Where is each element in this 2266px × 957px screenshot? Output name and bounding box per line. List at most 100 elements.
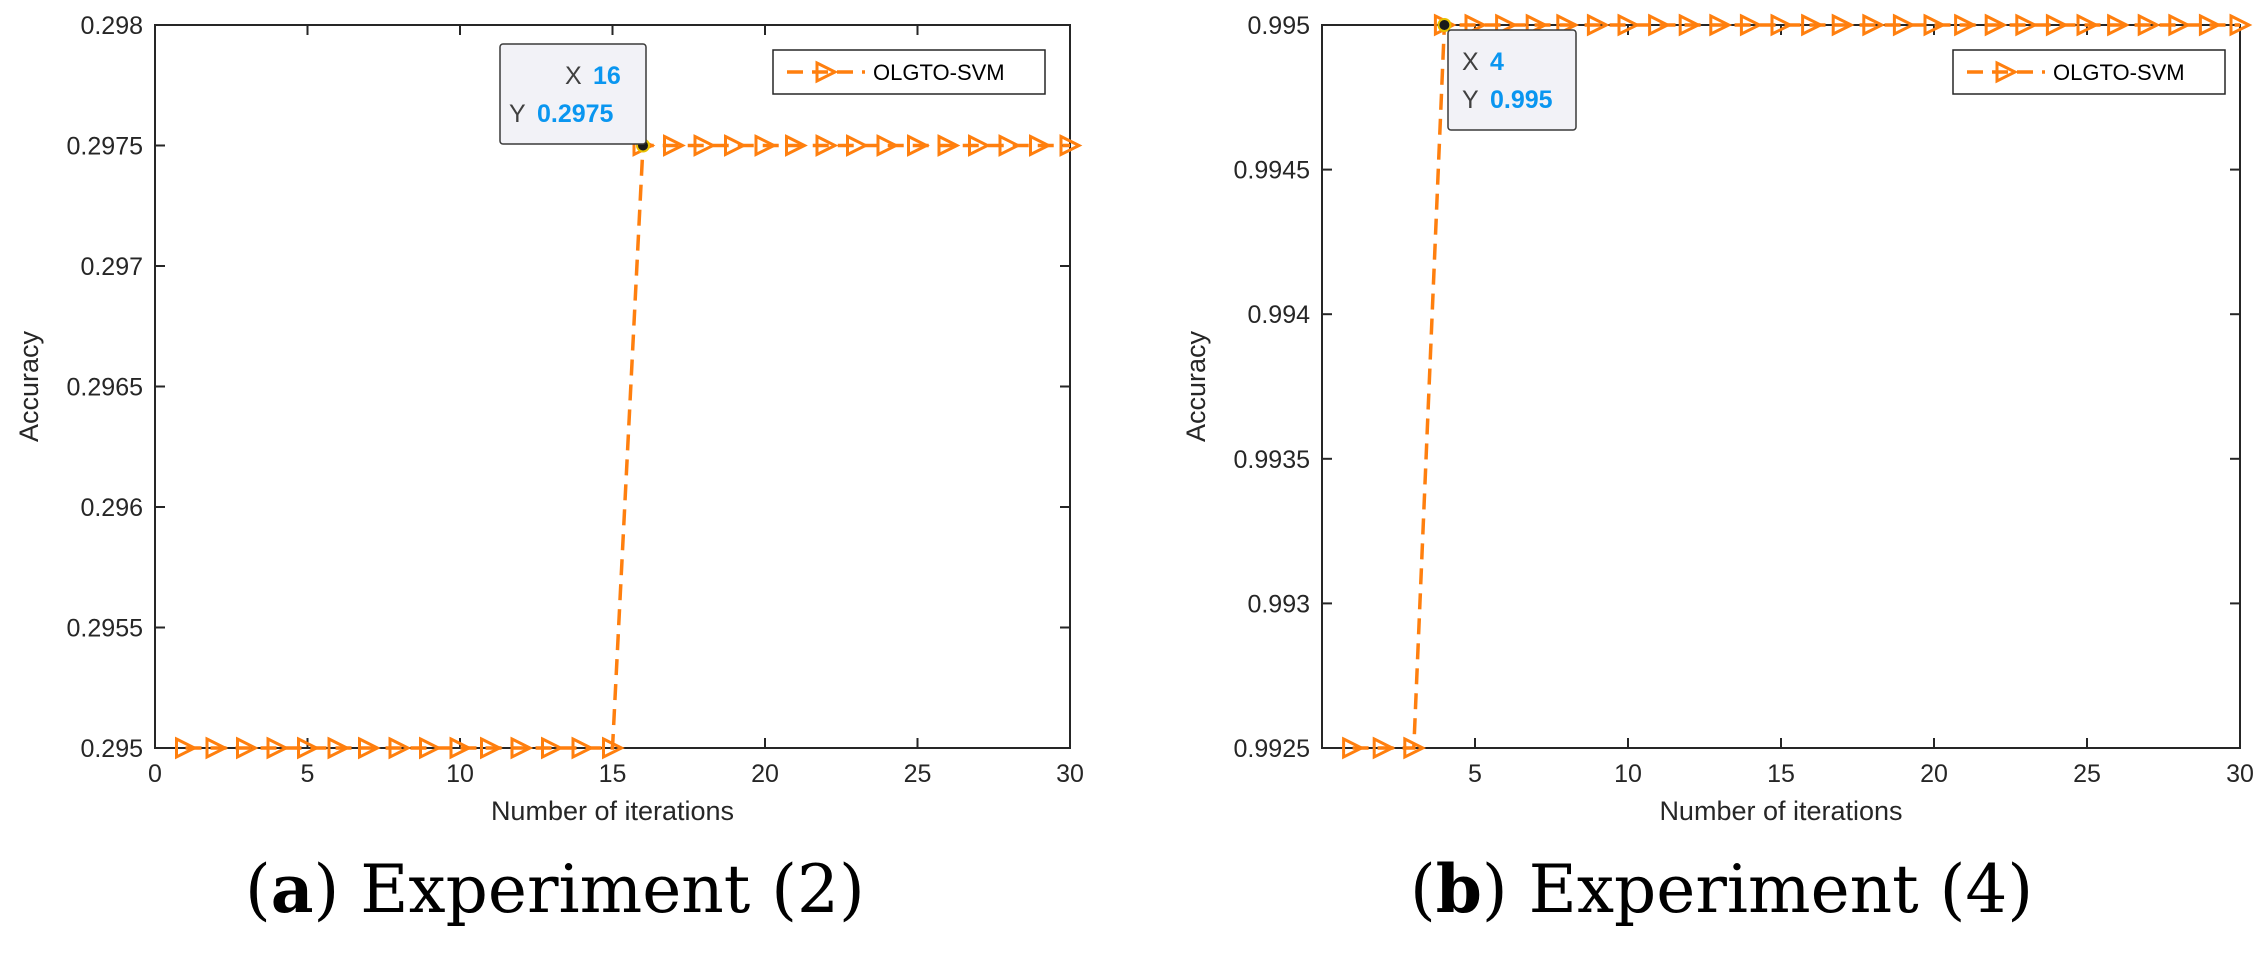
legend-marker xyxy=(1995,60,2019,84)
chart-panel-a: 0 5 10 15 20 25 30 0.295 0.2955 0.296 0.2965 0.297 0… xyxy=(14,12,1084,928)
datatip-box xyxy=(1447,29,1577,131)
datatip-box xyxy=(499,43,647,145)
y-tick-label: 0.995 xyxy=(1247,12,1310,40)
x-axis-label: Number of iterations xyxy=(491,796,734,826)
series-line xyxy=(1352,23,2240,750)
data-point-marker xyxy=(1892,13,1916,37)
data-point-marker xyxy=(1648,13,1671,37)
data-point-marker xyxy=(1403,736,1427,760)
data-point-marker xyxy=(1739,13,1763,37)
x-tick-label: 30 xyxy=(1056,760,1084,788)
data-point-marker xyxy=(2015,13,2039,37)
data-point-marker xyxy=(693,134,717,157)
data-point-marker xyxy=(205,736,229,760)
data-point-marker xyxy=(510,736,534,760)
data-point-marker xyxy=(602,736,625,760)
data-point-marker xyxy=(1801,13,1824,37)
data-point-marker xyxy=(1862,13,1886,37)
data-point-marker xyxy=(1029,134,1052,157)
chart-panel-b: 5 10 15 20 25 30 0.9925 0.993 0.9935 0.994 0.9945 0… xyxy=(1181,12,2254,928)
caption-paren-open: ( xyxy=(245,851,271,928)
caption-letter: b xyxy=(1436,850,1482,928)
data-point-marker xyxy=(937,134,961,157)
legend-label: OLGTO-SVM xyxy=(2053,60,2185,85)
x-tick-label: 10 xyxy=(446,760,474,788)
data-point-marker xyxy=(1372,736,1396,760)
y-tick-label: 0.295 xyxy=(80,735,143,763)
datatip-y-value: 0.2975 xyxy=(537,100,614,128)
data-point-marker xyxy=(815,134,839,157)
data-point-marker xyxy=(1059,134,1083,157)
data-point-marker xyxy=(2229,13,2253,37)
data-point-marker xyxy=(754,134,778,157)
caption-text: ) Experiment (2) xyxy=(314,851,865,928)
y-tick-label: 0.296 xyxy=(80,494,143,522)
legend: OLGTO-SVM xyxy=(772,49,1046,95)
x-axis-label: Number of iterations xyxy=(1659,796,1902,826)
y-tick-label: 0.298 xyxy=(80,12,143,40)
x-tick-label: 5 xyxy=(301,760,315,788)
data-point-marker xyxy=(419,736,442,760)
data-point-marker xyxy=(236,736,259,760)
x-tick-label: 20 xyxy=(1920,760,1948,788)
data-point-marker xyxy=(2107,13,2130,37)
plot-area xyxy=(1321,24,2241,749)
y-axis-label: Accuracy xyxy=(1181,330,1211,442)
x-tick-label: 0 xyxy=(148,760,162,788)
datatip[interactable]: X 4Y 0.995 xyxy=(1447,29,1577,131)
data-point-marker xyxy=(2168,13,2192,37)
x-tick-label: 15 xyxy=(599,760,627,788)
series-line xyxy=(185,143,1070,750)
datatip-y-value: 0.995 xyxy=(1490,86,1553,114)
data-point-marker xyxy=(968,134,991,157)
data-point-marker xyxy=(1678,13,1702,37)
caption-letter: a xyxy=(271,850,314,928)
data-point-marker xyxy=(175,736,198,760)
data-point-marker xyxy=(1954,13,1977,37)
datatip-y-key: Y xyxy=(509,100,526,128)
datatip-anchor[interactable] xyxy=(1437,18,1452,32)
data-point-marker xyxy=(1342,736,1365,760)
y-tick-label: 0.2975 xyxy=(67,133,143,161)
datatip-y-key: Y xyxy=(1462,86,1479,114)
data-point-marker xyxy=(1923,13,1947,37)
data-point-marker xyxy=(846,134,869,157)
data-point-marker xyxy=(449,736,473,760)
data-point-marker xyxy=(388,736,412,760)
legend-marker xyxy=(815,60,839,84)
y-tick-label: 0.994 xyxy=(1247,301,1310,329)
data-point-marker xyxy=(998,134,1022,157)
panel-caption: (a) Experiment (2) xyxy=(245,850,865,928)
y-tick-label: 0.9945 xyxy=(1234,157,1310,185)
y-tick-label: 0.9925 xyxy=(1234,735,1310,763)
data-point-marker xyxy=(1984,13,2008,37)
data-point-marker xyxy=(541,736,564,760)
data-point-marker xyxy=(480,736,503,760)
data-point-marker xyxy=(1709,13,1733,37)
data-point-marker xyxy=(2045,13,2069,37)
data-point-marker xyxy=(358,736,381,760)
datatip-x-value: 4 xyxy=(1490,48,1504,76)
legend: OLGTO-SVM xyxy=(1952,49,2226,95)
x-tick-label: 20 xyxy=(751,760,779,788)
data-point-marker xyxy=(571,736,595,760)
panel-caption: (b) Experiment (4) xyxy=(1410,850,2033,928)
y-tick-label: 0.993 xyxy=(1247,590,1310,618)
data-point-marker xyxy=(297,736,320,760)
data-point-marker xyxy=(327,736,351,760)
y-tick-label: 0.9935 xyxy=(1234,446,1310,474)
data-point-marker xyxy=(2198,13,2222,37)
data-point-marker xyxy=(1586,13,1610,37)
x-tick-label: 5 xyxy=(1468,760,1482,788)
data-point-marker xyxy=(663,134,686,157)
data-point-marker xyxy=(876,134,900,157)
datatip[interactable]: X 16 Y 0.2975 xyxy=(499,43,647,145)
x-tick-label: 30 xyxy=(2226,760,2254,788)
x-tick-label: 25 xyxy=(2073,760,2101,788)
y-axis-label: Accuracy xyxy=(14,330,44,442)
y-tick-label: 0.2955 xyxy=(67,615,143,643)
data-point-marker xyxy=(2137,13,2161,37)
data-point-marker xyxy=(785,134,808,157)
datatip-x-value: 16 xyxy=(593,62,621,90)
y-tick-label: 0.297 xyxy=(80,253,143,281)
